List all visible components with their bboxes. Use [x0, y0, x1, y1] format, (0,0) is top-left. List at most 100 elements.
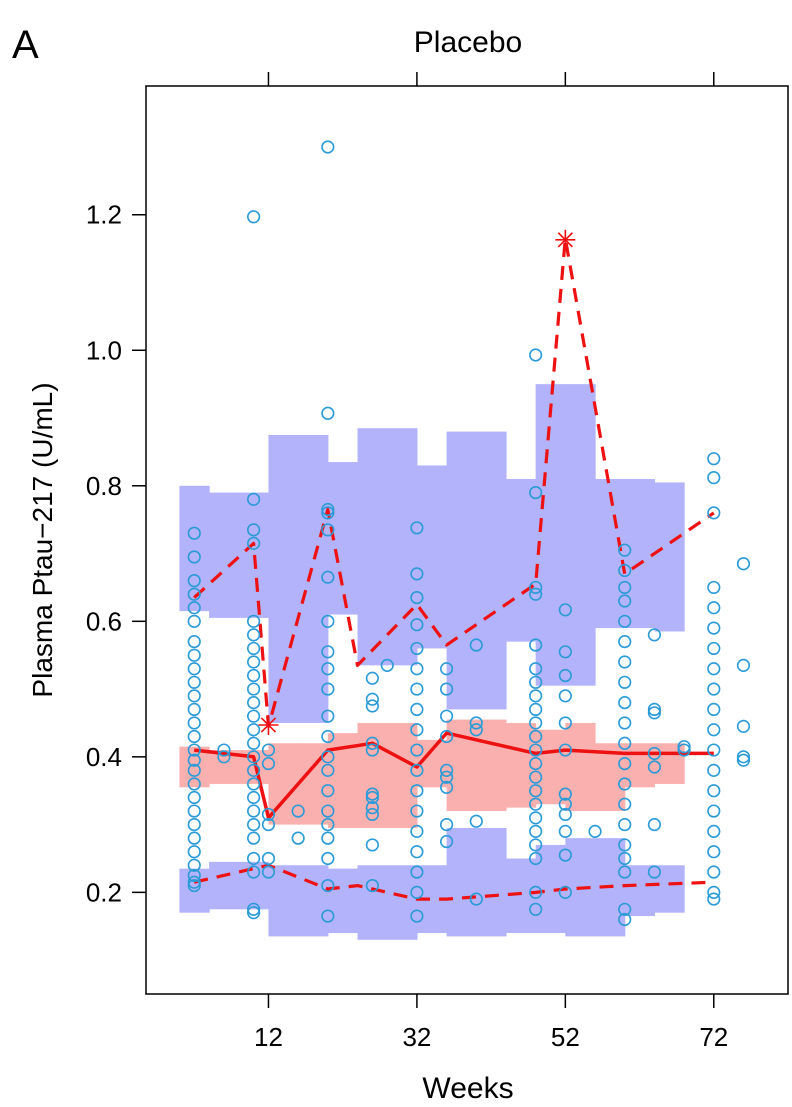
- observation-point: [187, 743, 201, 757]
- observation-point: [247, 906, 261, 920]
- observation-point: [558, 797, 572, 811]
- observation-point: [707, 723, 721, 737]
- observation-point: [529, 797, 543, 811]
- observation-point: [707, 804, 721, 818]
- observation-point: [410, 845, 424, 859]
- observation-point: [187, 574, 201, 588]
- upper-percentile-band: [654, 482, 685, 632]
- lower-percentile-band: [357, 865, 388, 940]
- observation-point: [707, 743, 721, 757]
- observation-point: [677, 743, 691, 757]
- outlier-asterisk-marker: [555, 229, 576, 250]
- observation-point: [618, 716, 632, 730]
- observation-point: [410, 702, 424, 717]
- observation-point: [187, 858, 201, 872]
- observation-point: [707, 892, 721, 906]
- observation-point: [410, 662, 424, 676]
- observation-point: [618, 696, 632, 710]
- observation-point: [529, 743, 543, 757]
- observation-point: [529, 587, 543, 601]
- observation-point: [365, 692, 379, 706]
- asterisk-stroke: [557, 232, 573, 248]
- observation-point: [618, 757, 632, 771]
- observation-point: [321, 614, 335, 628]
- observation-point: [736, 719, 751, 733]
- observation-point: [618, 912, 632, 927]
- y-tick-label: 0.8: [86, 471, 122, 501]
- observation-point: [469, 638, 483, 652]
- observation-points: [187, 140, 751, 927]
- observation-point: [247, 696, 261, 710]
- observation-point: [558, 668, 572, 683]
- observation-point: [469, 814, 483, 828]
- observation-point: [291, 804, 305, 818]
- x-axis-label: Weeks: [422, 1072, 513, 1105]
- upper-percentile-band: [298, 434, 329, 723]
- x-axis-ticks: 12 32 52 72: [254, 994, 728, 1052]
- x-tick-label: 32: [402, 1022, 431, 1052]
- observation-point: [187, 702, 201, 717]
- observation-point: [247, 655, 261, 669]
- observation-point: [410, 865, 424, 879]
- observation-point: [529, 885, 543, 899]
- observation-point: [618, 736, 632, 750]
- observation-point: [187, 831, 201, 845]
- observation-point: [365, 699, 379, 713]
- observation-point: [707, 580, 721, 595]
- observation-point: [707, 506, 721, 520]
- observed-percentile-dashed-line: [193, 863, 714, 901]
- observation-point: [558, 848, 572, 862]
- observation-point: [321, 909, 335, 923]
- observation-point: [529, 689, 543, 703]
- observation-point: [321, 523, 335, 537]
- panel-label: A: [12, 23, 39, 67]
- observation-point: [529, 824, 543, 838]
- observation-point: [247, 614, 261, 628]
- observation-point: [247, 865, 261, 879]
- observation-point: [217, 750, 231, 764]
- observed-median-line: [194, 731, 714, 820]
- observation-point: [247, 668, 261, 683]
- observation-point: [187, 777, 201, 791]
- observation-point: [247, 210, 261, 224]
- observation-point: [707, 845, 721, 859]
- observation-point: [187, 648, 201, 662]
- y-axis-label: Plasma Ptau−217 (U/mL): [27, 382, 58, 697]
- observation-point: [187, 635, 201, 649]
- x-axis-top-ticks: [267, 72, 715, 86]
- upper-percentile-band: [179, 485, 210, 612]
- observation-point: [529, 348, 543, 362]
- observation-point: [187, 729, 201, 744]
- observation-point: [187, 763, 201, 777]
- observation-point: [365, 790, 379, 805]
- observation-point: [618, 838, 632, 852]
- observation-point: [247, 723, 261, 737]
- observation-point: [410, 618, 424, 632]
- observation-point: [529, 662, 543, 676]
- observation-point: [529, 811, 543, 825]
- observation-point: [439, 662, 454, 676]
- observation-point: [321, 831, 335, 845]
- observation-point: [707, 865, 721, 879]
- observation-point: [707, 471, 721, 485]
- observation-point: [647, 706, 662, 720]
- observation-point: [647, 746, 662, 761]
- upper-percentile-band: [505, 479, 537, 642]
- observation-point: [707, 452, 721, 466]
- chart-title: Placebo: [414, 26, 522, 59]
- outlier-asterisk-marker: [258, 714, 279, 735]
- observation-point: [618, 580, 632, 595]
- median-band: [357, 722, 388, 828]
- observation-point: [365, 838, 379, 852]
- upper-percentile-band: [565, 384, 596, 686]
- observation-point: [439, 770, 454, 784]
- observation-point: [247, 790, 261, 805]
- observation-point: [365, 878, 379, 893]
- observation-point: [558, 807, 572, 822]
- observation-point: [618, 614, 632, 628]
- observation-point: [618, 817, 632, 832]
- observation-point: [529, 757, 543, 771]
- observation-point: [529, 702, 543, 717]
- observation-point: [321, 817, 335, 832]
- observation-point: [647, 760, 662, 774]
